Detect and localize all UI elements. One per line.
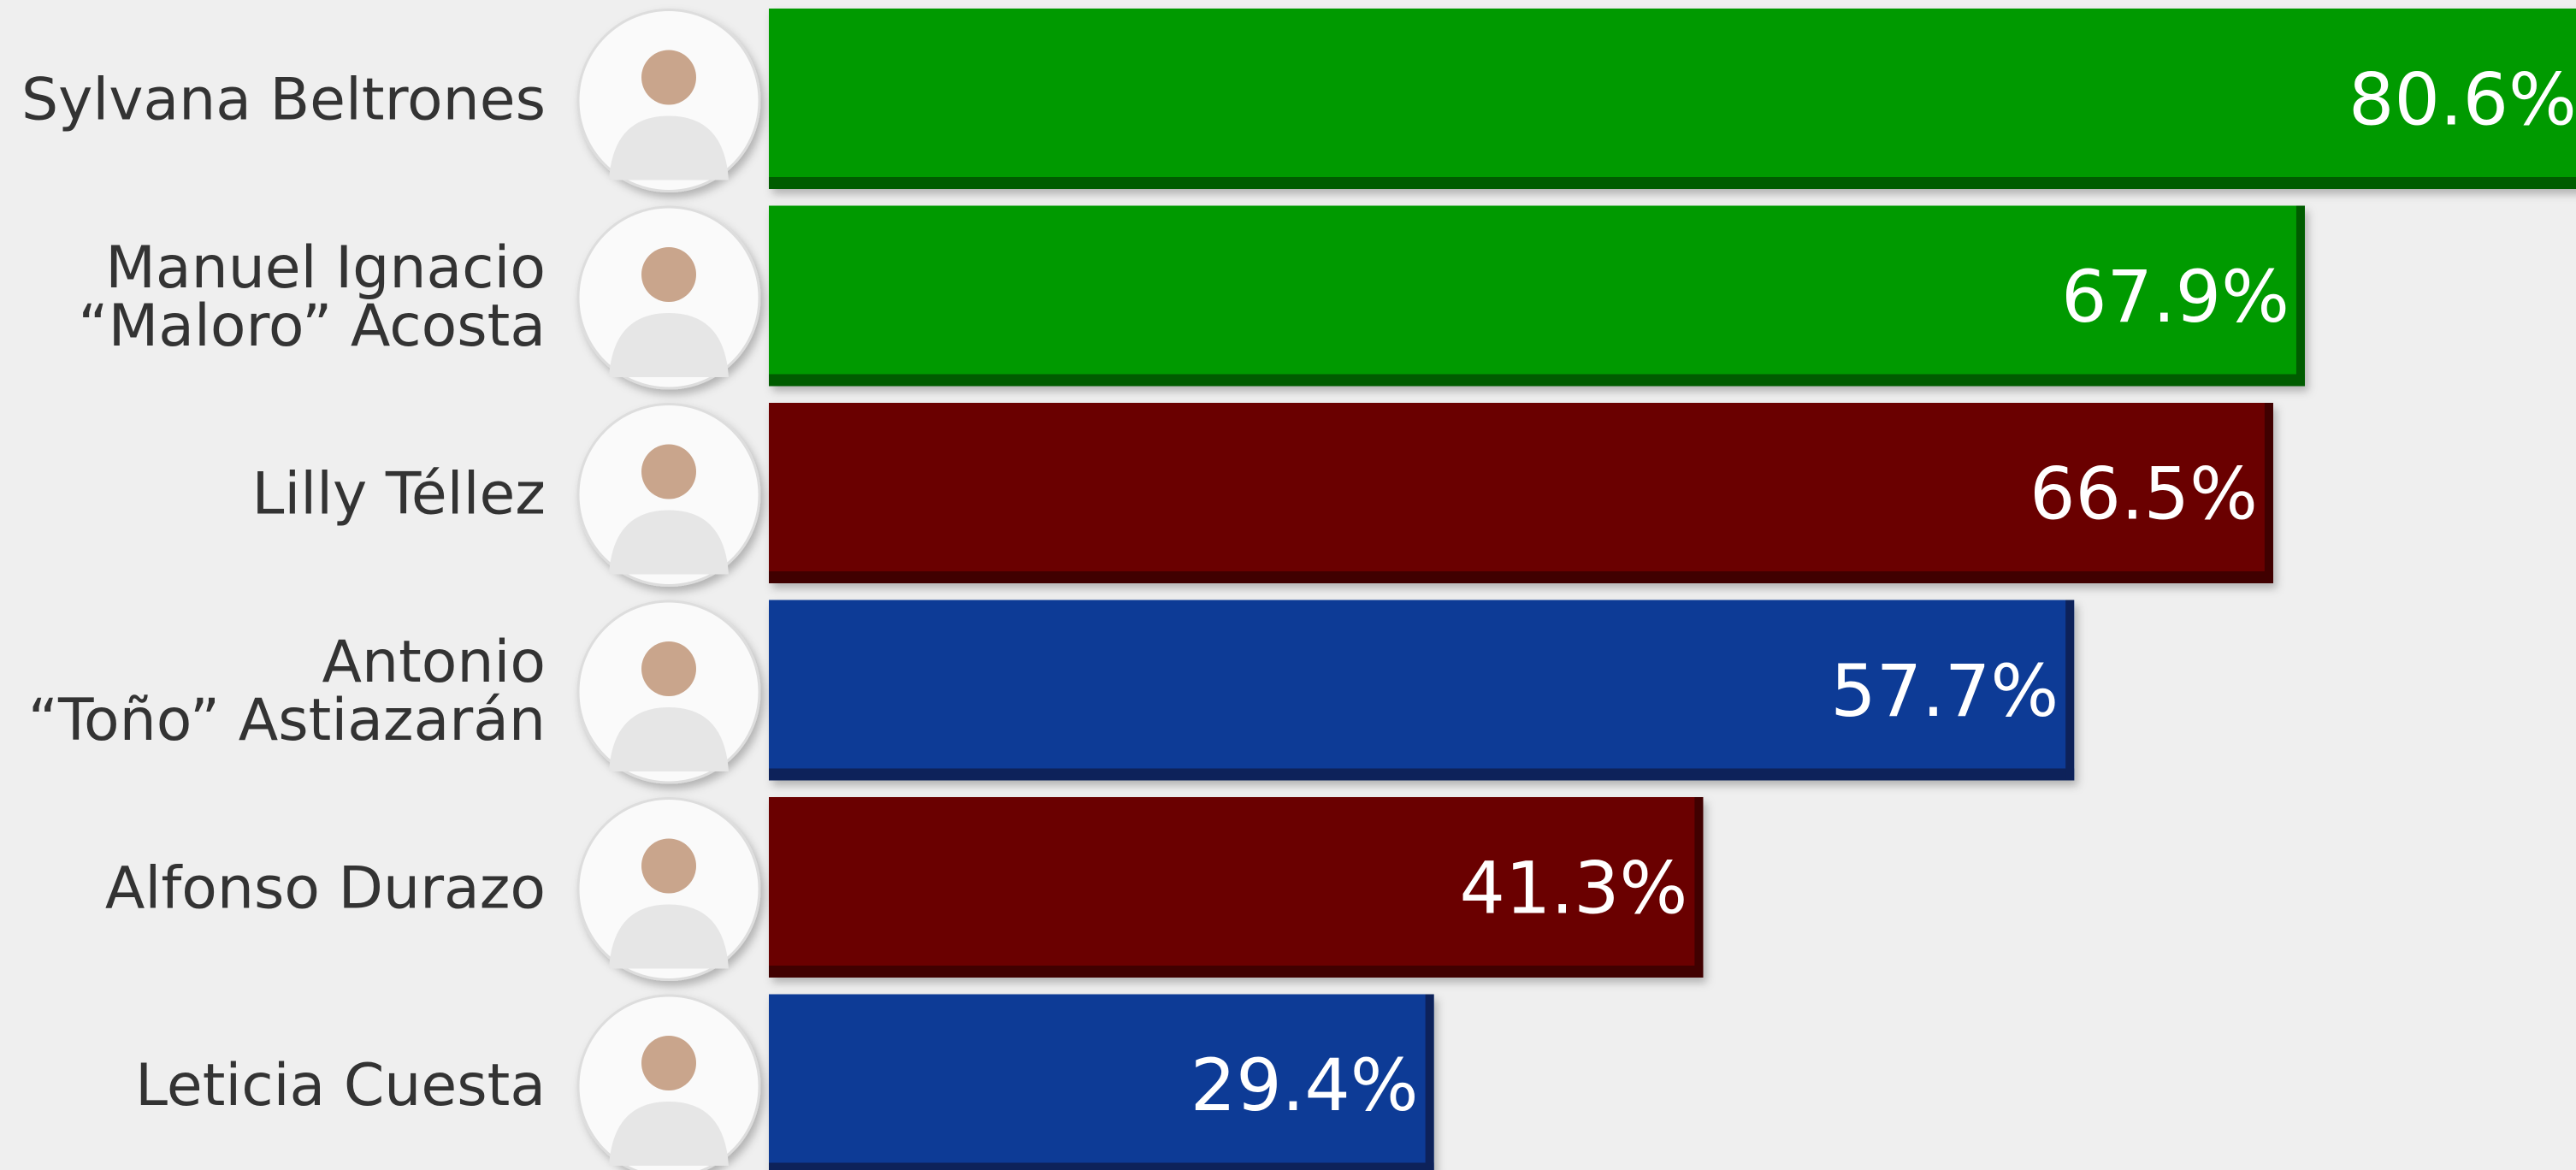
value-label: 80.6% (2349, 58, 2576, 142)
portrait-head (641, 641, 696, 696)
portrait-head (641, 839, 696, 894)
bar-group (769, 9, 2576, 189)
category-label: Alfonso Durazo (105, 855, 546, 923)
category-label: Manuel Ignacio“Maloro” Acosta (78, 234, 546, 360)
value-label: 57.7% (1830, 649, 2059, 733)
bar-bottom-edge (769, 177, 2576, 189)
category-label: Sylvana Beltrones (21, 67, 546, 134)
portrait-head (641, 50, 696, 105)
bar-bottom-edge (769, 966, 1703, 978)
bar-right-edge (2065, 600, 2074, 781)
value-label: 67.9% (2061, 255, 2289, 339)
value-label: 66.5% (2029, 452, 2258, 536)
value-label: 41.3% (1460, 847, 1688, 931)
bar-right-edge (2296, 206, 2305, 387)
category-label: Lilly Téllez (251, 461, 546, 529)
category-label: Leticia Cuesta (135, 1052, 546, 1120)
bar-bottom-edge (769, 1163, 1434, 1170)
chart: 80.6% Sylvana Beltrones 67.9% Manuel Ignaci… (0, 0, 2576, 1170)
portrait-head (641, 247, 696, 302)
bar (769, 9, 2576, 189)
bar-bottom-edge (769, 571, 2273, 583)
value-label: 29.4% (1191, 1043, 1419, 1127)
portrait-head (641, 445, 696, 499)
bar-bottom-edge (769, 375, 2305, 387)
bar-right-edge (2265, 403, 2273, 583)
bar-right-edge (1694, 797, 1703, 978)
bar-bottom-edge (769, 769, 2074, 781)
page: 80.6% Sylvana Beltrones 67.9% Manuel Ignaci… (0, 0, 2576, 1170)
portrait-head (641, 1036, 696, 1090)
bar-right-edge (1426, 995, 1434, 1170)
